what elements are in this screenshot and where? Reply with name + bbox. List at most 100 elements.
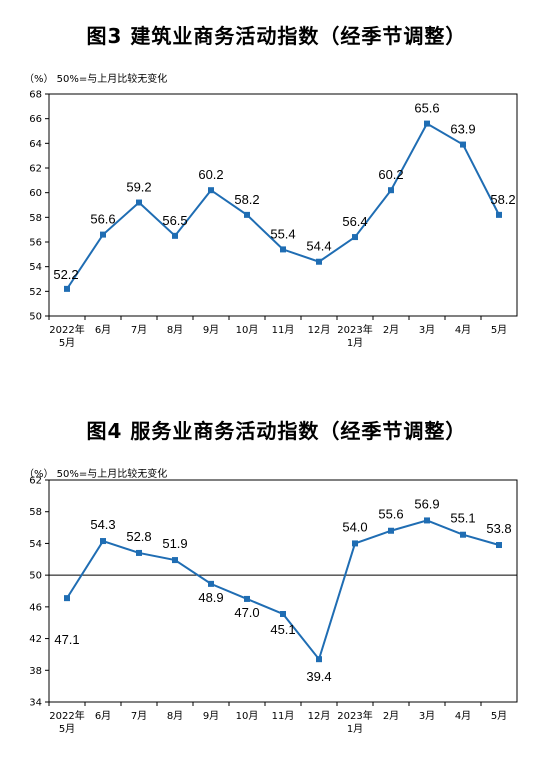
x-tick-label: 10月 (236, 324, 259, 336)
data-label: 56.9 (414, 496, 439, 511)
data-point (460, 141, 466, 148)
data-point (388, 187, 394, 194)
data-point (244, 595, 250, 602)
x-tick-label: 12月 (308, 710, 331, 722)
x-tick-label: 2023年 (337, 323, 372, 336)
data-label: 56.5 (162, 213, 187, 228)
data-label: 56.6 (90, 212, 115, 227)
y-tick-label: 56 (29, 238, 42, 249)
unit-note: （%） 50%=与上月比较无变化 (24, 469, 168, 480)
data-point (352, 540, 358, 547)
x-tick-label: 8月 (167, 324, 183, 336)
y-tick-label: 66 (29, 114, 42, 125)
x-tick-label: 5月 (59, 337, 75, 349)
y-tick-label: 64 (29, 139, 42, 150)
data-point (100, 538, 106, 545)
data-label: 56.4 (342, 214, 367, 229)
x-tick-label: 1月 (347, 337, 363, 349)
data-label: 54.3 (90, 517, 115, 532)
y-tick-label: 58 (29, 213, 42, 224)
data-point (100, 231, 106, 238)
x-tick-label: 5月 (491, 710, 507, 722)
y-tick-label: 54 (29, 262, 42, 273)
data-label: 55.6 (378, 507, 403, 522)
x-tick-label: 11月 (272, 324, 295, 336)
data-label: 53.8 (486, 521, 511, 536)
y-tick-label: 34 (29, 698, 42, 709)
x-tick-label: 3月 (419, 324, 435, 336)
y-tick-label: 62 (29, 164, 42, 175)
data-label: 54.0 (342, 519, 367, 534)
x-tick-label: 6月 (95, 710, 111, 722)
y-tick-label: 50 (29, 312, 42, 323)
x-tick-label: 1月 (347, 723, 363, 735)
chart-title: 图3 建筑业商务活动指数（经季节调整） (86, 24, 467, 48)
data-point (316, 258, 322, 265)
data-label: 55.4 (270, 226, 295, 241)
data-point (388, 527, 394, 534)
data-point (208, 187, 214, 194)
x-tick-label: 6月 (95, 324, 111, 336)
x-tick-label: 4月 (455, 324, 471, 336)
x-tick-label: 12月 (308, 324, 331, 336)
data-label: 59.2 (126, 180, 151, 195)
data-point (64, 285, 70, 292)
data-point (424, 517, 430, 524)
data-point (280, 610, 286, 617)
chart-3-construction: 图3 建筑业商务活动指数（经季节调整） （%） 50%=与上月比较无变化 50 5… (0, 0, 553, 370)
data-point (460, 531, 466, 538)
y-tick-label: 62 (29, 476, 42, 487)
series-line (66, 122, 500, 290)
data-point (496, 211, 502, 218)
data-label: 52.2 (53, 267, 78, 282)
data-point (496, 542, 502, 549)
data-label: 54.4 (306, 239, 331, 254)
data-label: 55.1 (450, 511, 475, 526)
unit-note: （%） 50%=与上月比较无变化 (24, 74, 168, 85)
x-tick-label: 5月 (59, 723, 75, 735)
data-label: 47.0 (234, 605, 259, 620)
x-tick-label: 2022年 (49, 709, 84, 722)
y-tick-label: 38 (29, 666, 42, 677)
x-tick-label: 7月 (131, 710, 147, 722)
plot-frame (48, 93, 518, 317)
data-label: 63.9 (450, 122, 475, 137)
y-tick-label: 68 (29, 90, 42, 101)
y-tick-label: 58 (29, 507, 42, 518)
data-label: 60.2 (378, 167, 403, 182)
data-label: 51.9 (162, 536, 187, 551)
data-point (280, 246, 286, 253)
chart-title: 图4 服务业商务活动指数（经季节调整） (86, 419, 467, 443)
x-tick-label: 9月 (203, 324, 219, 336)
x-tick-label: 4月 (455, 710, 471, 722)
x-tick-label: 2月 (383, 324, 399, 336)
x-tick-label: 3月 (419, 710, 435, 722)
data-point (316, 656, 322, 663)
data-label: 47.1 (54, 632, 79, 647)
y-tick-label: 42 (29, 634, 42, 645)
y-tick-label: 54 (29, 539, 42, 550)
chart-4-services: 图4 服务业商务活动指数（经季节调整） （%） 50%=与上月比较无变化 34 3… (0, 395, 553, 758)
data-label: 65.6 (414, 101, 439, 116)
x-tick-label: 2022年 (49, 323, 84, 336)
data-point (352, 234, 358, 241)
data-label: 45.1 (270, 622, 295, 637)
y-tick-label: 46 (29, 602, 42, 613)
x-tick-label: 2023年 (337, 709, 372, 722)
x-tick-label: 11月 (272, 710, 295, 722)
data-label: 58.2 (490, 192, 515, 207)
data-point (424, 120, 430, 127)
data-point (172, 232, 178, 239)
y-tick-label: 60 (29, 188, 42, 199)
x-tick-label: 7月 (131, 324, 147, 336)
data-point (208, 580, 214, 587)
x-tick-label: 10月 (236, 710, 259, 722)
x-tick-label: 5月 (491, 324, 507, 336)
data-label: 52.8 (126, 529, 151, 544)
data-point (244, 211, 250, 218)
data-label: 58.2 (234, 192, 259, 207)
y-tick-label: 50 (29, 571, 42, 582)
plot-frame (48, 479, 518, 703)
